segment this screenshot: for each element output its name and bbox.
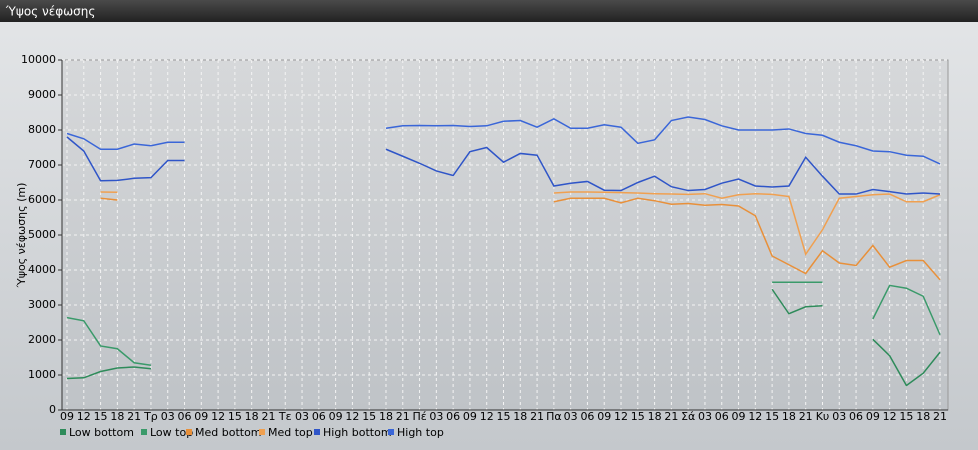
x-tick-label: 03 — [832, 410, 846, 423]
series-line — [66, 136, 185, 182]
title-bar — [0, 0, 978, 22]
x-tick-label: 15 — [631, 410, 645, 423]
x-tick-label: 18 — [513, 410, 527, 423]
x-tick-label: 09 — [60, 410, 74, 423]
x-tick-label: 21 — [127, 410, 141, 423]
x-tick-label: 03 — [429, 410, 443, 423]
x-tick-label: 06 — [312, 410, 326, 423]
legend-swatch — [314, 429, 320, 435]
x-tick-label: 09 — [597, 410, 611, 423]
x-tick-label: 21 — [799, 410, 813, 423]
x-tick-label: 18 — [379, 410, 393, 423]
legend-label: Low bottom — [69, 426, 134, 439]
x-tick-label: 06 — [446, 410, 460, 423]
x-tick-label: 21 — [396, 410, 410, 423]
x-tick-label: 06 — [849, 410, 863, 423]
x-tick-label: 21 — [933, 410, 947, 423]
x-tick-label: 21 — [664, 410, 678, 423]
legend-label: High top — [397, 426, 444, 439]
legend-swatch — [259, 429, 265, 435]
x-tick-label: 03 — [161, 410, 175, 423]
x-tick-label: 06 — [178, 410, 192, 423]
window-title: Ύψος νέφωσης — [5, 5, 95, 19]
y-tick-label: 1000 — [28, 368, 56, 381]
series-line — [771, 288, 823, 315]
series-line — [385, 146, 941, 195]
x-tick-label: 21 — [530, 410, 544, 423]
y-tick-label: 4000 — [28, 263, 56, 276]
x-tick-label: 12 — [77, 410, 91, 423]
series-line — [66, 366, 152, 380]
x-tick-label: 06 — [715, 410, 729, 423]
x-tick-label: 18 — [110, 410, 124, 423]
y-tick-label: 3000 — [28, 298, 56, 311]
legend-label: Med bottom — [195, 426, 262, 439]
x-tick-label: 12 — [480, 410, 494, 423]
x-tick-label: 12 — [211, 410, 225, 423]
x-tick-label: 21 — [261, 410, 275, 423]
legend-label: Low top — [150, 426, 193, 439]
x-tick-label: 15 — [765, 410, 779, 423]
y-tick-label: 6000 — [28, 193, 56, 206]
y-tick-label: 0 — [49, 403, 56, 416]
x-tick-label: 09 — [732, 410, 746, 423]
y-tick-label: 10000 — [21, 53, 56, 66]
x-tick-label: 03 — [698, 410, 712, 423]
series-line — [872, 284, 941, 336]
y-tick-label: 9000 — [28, 88, 56, 101]
x-tick-label: 18 — [245, 410, 259, 423]
y-tick-label: 7000 — [28, 158, 56, 171]
y-tick-label: 8000 — [28, 123, 56, 136]
y-tick-label: 2000 — [28, 333, 56, 346]
legend-swatch — [141, 429, 147, 435]
x-tick-label: 18 — [782, 410, 796, 423]
x-tick-label: 15 — [362, 410, 376, 423]
x-tick-label: 12 — [614, 410, 628, 423]
x-tick-label: 15 — [497, 410, 511, 423]
series-line — [872, 338, 941, 387]
x-tick-label: Κυ — [816, 410, 830, 423]
x-tick-label: Πα — [546, 410, 562, 423]
x-tick-label: 15 — [899, 410, 913, 423]
x-tick-label: Τε — [278, 410, 292, 423]
x-tick-label: Σά — [681, 410, 695, 423]
x-tick-label: Πέ — [412, 410, 426, 423]
x-tick-label: 18 — [916, 410, 930, 423]
x-tick-label: 06 — [580, 410, 594, 423]
x-tick-label: 09 — [329, 410, 343, 423]
series-line — [66, 316, 152, 366]
x-tick-label: 18 — [648, 410, 662, 423]
x-tick-label: 09 — [463, 410, 477, 423]
legend-swatch — [388, 429, 394, 435]
x-tick-label: Τρ — [143, 410, 158, 423]
x-tick-label: 12 — [883, 410, 897, 423]
series-line — [385, 116, 941, 165]
series-line — [66, 132, 185, 150]
legend-swatch — [60, 429, 66, 435]
legend-label: High bottom — [323, 426, 392, 439]
legend-label: Med top — [268, 426, 313, 439]
y-axis-label: Ύψος νέφωσης (m) — [15, 183, 28, 289]
x-tick-label: 15 — [94, 410, 108, 423]
series-line — [100, 197, 118, 201]
x-tick-label: 15 — [228, 410, 242, 423]
series-line — [553, 197, 941, 281]
x-tick-label: 12 — [748, 410, 762, 423]
series-line — [553, 191, 941, 256]
x-tick-label: 09 — [194, 410, 208, 423]
x-tick-label: 03 — [564, 410, 578, 423]
legend-swatch — [186, 429, 192, 435]
x-tick-label: 03 — [295, 410, 309, 423]
x-tick-label: 09 — [866, 410, 880, 423]
x-tick-label: 12 — [345, 410, 359, 423]
y-tick-label: 5000 — [28, 228, 56, 241]
